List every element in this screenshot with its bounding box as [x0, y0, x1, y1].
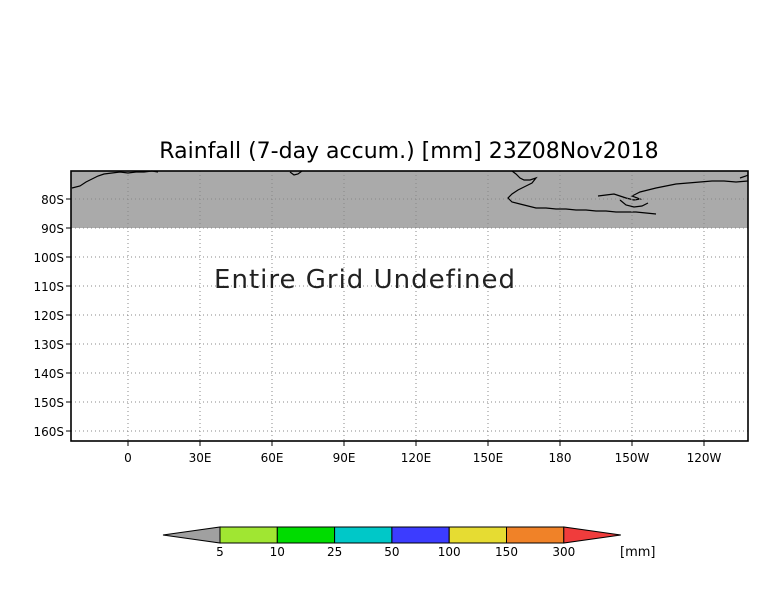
coastline-east-2: [619, 199, 649, 208]
legend-label: 300: [552, 545, 575, 559]
undefined-band: [71, 171, 748, 228]
legend-label: 100: [438, 545, 461, 559]
legend-label: 50: [384, 545, 399, 559]
longitude-axis: 0 30E 60E 90E 120E 150E 180 150W 120W: [124, 441, 722, 465]
gridlines: [71, 171, 748, 441]
legend-label: 5: [216, 545, 224, 559]
map-title: Rainfall (7-day accum.) [mm] 23Z08Nov201…: [159, 139, 658, 164]
color-legend: 5 10 25 50 100 150 300: [162, 526, 621, 559]
coastline-peninsula: [507, 170, 657, 215]
lat-tick-label: 100S: [33, 251, 64, 265]
legend-label: 150: [495, 545, 518, 559]
legend-label: 25: [327, 545, 342, 559]
lat-tick-label: 160S: [33, 425, 64, 439]
lon-tick-label: 120W: [687, 451, 722, 465]
coastline-east: [597, 180, 749, 201]
legend-swatch: [219, 526, 278, 544]
legend-label: 10: [270, 545, 285, 559]
lat-tick-label: 150S: [33, 396, 64, 410]
lon-tick-label: 60E: [261, 451, 284, 465]
legend-swatch: [506, 526, 565, 544]
legend-arrow-low: [162, 526, 221, 544]
lon-tick-label: 150E: [473, 451, 504, 465]
undefined-message: Entire Grid Undefined: [214, 265, 516, 295]
coastlines: [71, 170, 749, 215]
lon-tick-label: 30E: [189, 451, 212, 465]
map-frame: [70, 170, 749, 442]
lon-tick-label: 120E: [401, 451, 432, 465]
legend-swatch: [334, 526, 393, 544]
lon-tick-label: 0: [124, 451, 132, 465]
legend-swatch: [448, 526, 508, 544]
lon-tick-label: 180: [549, 451, 572, 465]
lat-tick-label: 90S: [41, 222, 64, 236]
map-panel: 80S 90S 100S 110S 120S 130S 140S 150S 160S 0 30E 6…: [33, 170, 749, 465]
legend-arrow-high: [563, 526, 621, 544]
coastline-small: [289, 170, 303, 176]
legend-swatch: [276, 526, 336, 544]
legend-swatch: [391, 526, 450, 544]
lon-tick-label: 90E: [333, 451, 356, 465]
coastline-west: [71, 170, 159, 189]
lat-tick-label: 120S: [33, 309, 64, 323]
lat-tick-label: 80S: [41, 193, 64, 207]
latitude-axis: 80S 90S 100S 110S 120S 130S 140S 150S 160S: [33, 193, 71, 439]
lat-tick-label: 110S: [33, 280, 64, 294]
lat-tick-label: 130S: [33, 338, 64, 352]
legend-unit: [mm]: [620, 545, 655, 560]
lat-tick-label: 140S: [33, 367, 64, 381]
lon-tick-label: 150W: [615, 451, 650, 465]
